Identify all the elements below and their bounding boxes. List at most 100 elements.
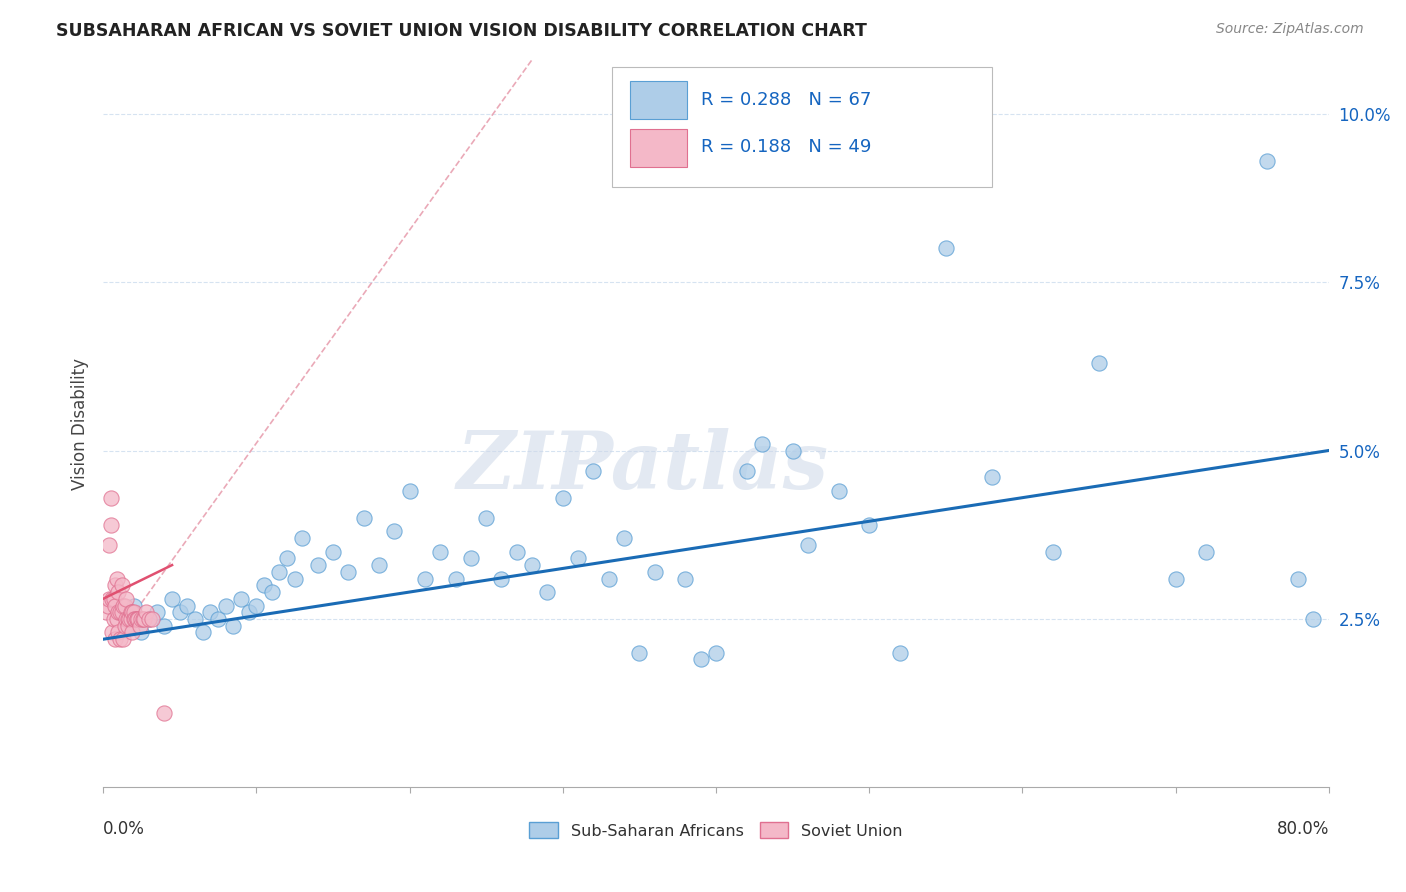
Point — [1256, 153, 1278, 168]
Point — [536, 585, 558, 599]
Point — [117, 618, 139, 632]
Point — [207, 612, 229, 626]
Point — [245, 599, 267, 613]
Point — [138, 612, 160, 626]
Point — [110, 605, 132, 619]
Point — [114, 618, 136, 632]
Point — [107, 605, 129, 619]
Point — [104, 599, 127, 613]
Point — [475, 511, 498, 525]
Point — [269, 565, 291, 579]
Point — [122, 605, 145, 619]
Point — [704, 646, 727, 660]
Point — [122, 599, 145, 613]
Point — [117, 612, 139, 626]
Point — [858, 517, 880, 532]
Point — [935, 241, 957, 255]
Point — [104, 578, 127, 592]
Point — [229, 591, 252, 606]
Point — [751, 436, 773, 450]
Point — [120, 612, 142, 626]
Point — [460, 551, 482, 566]
Point — [520, 558, 543, 572]
Point — [118, 612, 141, 626]
Text: R = 0.188   N = 49: R = 0.188 N = 49 — [702, 138, 872, 156]
Point — [567, 551, 589, 566]
Text: SUBSAHARAN AFRICAN VS SOVIET UNION VISION DISABILITY CORRELATION CHART: SUBSAHARAN AFRICAN VS SOVIET UNION VISIO… — [56, 22, 868, 40]
Point — [115, 612, 138, 626]
Point — [114, 599, 136, 613]
Point — [284, 572, 307, 586]
Text: 80.0%: 80.0% — [1277, 821, 1329, 838]
Point — [797, 538, 820, 552]
Point — [276, 551, 298, 566]
Point — [107, 625, 129, 640]
Point — [673, 572, 696, 586]
Text: ZIPatlas: ZIPatlas — [457, 428, 828, 506]
Point — [735, 464, 758, 478]
Point — [105, 612, 128, 626]
Point — [889, 646, 911, 660]
Point — [169, 605, 191, 619]
Point — [337, 565, 360, 579]
Point — [644, 565, 666, 579]
Point — [124, 612, 146, 626]
Point — [108, 605, 131, 619]
Point — [238, 605, 260, 619]
Point — [153, 618, 176, 632]
Point — [782, 443, 804, 458]
Point — [110, 578, 132, 592]
Point — [444, 572, 467, 586]
Point — [120, 605, 142, 619]
Point — [413, 572, 436, 586]
Point — [1302, 612, 1324, 626]
Point — [1164, 572, 1187, 586]
Point — [367, 558, 389, 572]
Point — [103, 591, 125, 606]
Point — [1088, 356, 1111, 370]
Point — [582, 464, 605, 478]
Point — [827, 483, 849, 498]
Text: R = 0.288   N = 67: R = 0.288 N = 67 — [702, 91, 872, 109]
Point — [141, 612, 163, 626]
Point — [107, 585, 129, 599]
Point — [353, 511, 375, 525]
Point — [176, 599, 198, 613]
Point — [125, 612, 148, 626]
Point — [121, 605, 143, 619]
Point — [506, 544, 529, 558]
Point — [132, 612, 155, 626]
Point — [322, 544, 344, 558]
Text: Source: ZipAtlas.com: Source: ZipAtlas.com — [1216, 22, 1364, 37]
Point — [112, 599, 135, 613]
Point — [115, 618, 138, 632]
Point — [253, 578, 276, 592]
Point — [107, 605, 129, 619]
Point — [160, 591, 183, 606]
Legend: Sub-Saharan Africans, Soviet Union: Sub-Saharan Africans, Soviet Union — [523, 815, 910, 845]
Point — [138, 612, 160, 626]
Point — [613, 531, 636, 545]
Point — [96, 605, 118, 619]
Point — [598, 572, 620, 586]
Point — [491, 572, 513, 586]
Point — [628, 646, 651, 660]
Point — [307, 558, 329, 572]
Point — [382, 524, 405, 539]
FancyBboxPatch shape — [630, 81, 686, 120]
Point — [104, 632, 127, 647]
Point — [260, 585, 283, 599]
Point — [551, 491, 574, 505]
Point — [100, 517, 122, 532]
Point — [100, 491, 122, 505]
Point — [191, 625, 214, 640]
Point — [184, 612, 207, 626]
FancyBboxPatch shape — [630, 128, 686, 167]
Point — [122, 612, 145, 626]
Point — [145, 605, 167, 619]
Point — [101, 625, 124, 640]
Point — [97, 599, 120, 613]
Point — [1286, 572, 1309, 586]
FancyBboxPatch shape — [612, 67, 991, 187]
Point — [398, 483, 420, 498]
